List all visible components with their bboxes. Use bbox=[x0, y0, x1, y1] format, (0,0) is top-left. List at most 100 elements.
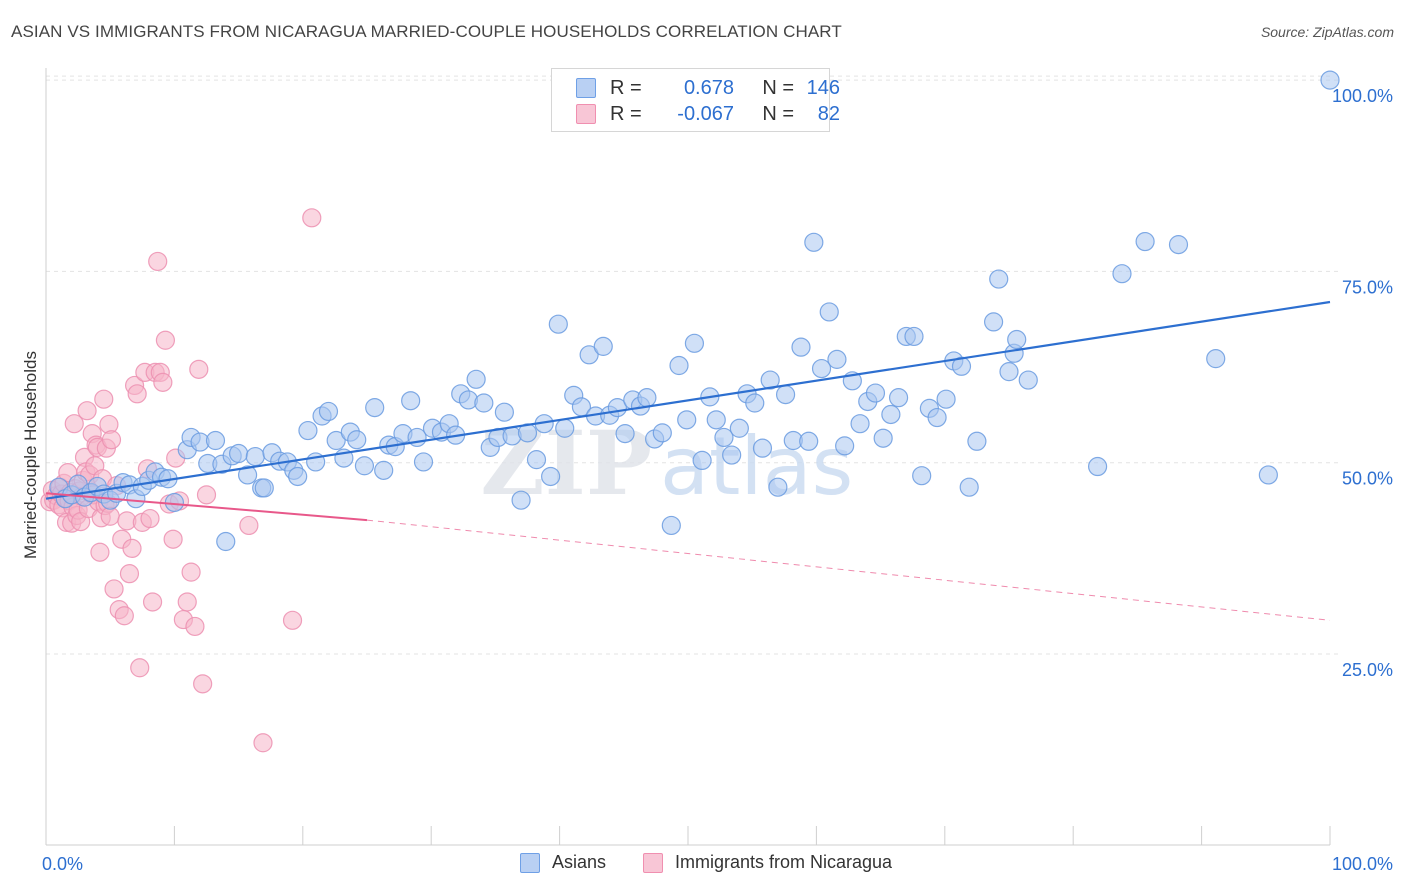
asians-point bbox=[401, 391, 421, 411]
y-axis-label: Married-couple Households bbox=[21, 351, 40, 559]
asians-point bbox=[1087, 456, 1108, 477]
asians-point bbox=[502, 426, 522, 446]
nicaragua-point bbox=[104, 579, 124, 599]
legend-r-label: R = bbox=[610, 102, 642, 125]
asians-point bbox=[835, 436, 855, 456]
nicaragua-point bbox=[177, 592, 197, 612]
asians-point bbox=[1018, 370, 1038, 390]
asians-point bbox=[722, 445, 742, 465]
asians-point bbox=[1320, 70, 1340, 90]
asians-point bbox=[714, 427, 734, 448]
asians-point bbox=[768, 477, 788, 497]
asians-point bbox=[677, 410, 697, 430]
nicaragua-point bbox=[148, 251, 168, 272]
asians-point bbox=[999, 362, 1019, 382]
asians-point bbox=[1135, 231, 1155, 252]
nicaragua-point bbox=[196, 485, 217, 505]
nicaragua-point bbox=[282, 610, 303, 630]
nicaragua-point bbox=[122, 538, 142, 559]
chart-title: ASIAN VS IMMIGRANTS FROM NICARAGUA MARRI… bbox=[11, 22, 842, 41]
trend-line-asians bbox=[45, 300, 1331, 500]
asians-point bbox=[791, 337, 811, 357]
legend-r-value: -0.067 bbox=[677, 102, 734, 125]
asians-point bbox=[288, 466, 308, 487]
asians-point bbox=[458, 390, 479, 410]
asians-point bbox=[652, 423, 672, 443]
nicaragua-point bbox=[114, 606, 134, 626]
legend-row-nicaragua: R = -0.067 N = 82 bbox=[576, 102, 840, 126]
nicaragua-point bbox=[77, 401, 97, 421]
asians-point bbox=[819, 302, 839, 322]
nicaragua-point bbox=[253, 733, 273, 753]
asians-point bbox=[752, 438, 773, 458]
legend-n-label: N = bbox=[762, 102, 794, 125]
asians-point bbox=[555, 418, 575, 438]
watermark-atlas: atlas bbox=[660, 420, 853, 513]
asians-point bbox=[865, 383, 886, 403]
asians-point bbox=[799, 431, 819, 451]
asians-point bbox=[936, 389, 956, 409]
asians-point bbox=[298, 420, 318, 441]
asians-point bbox=[706, 410, 726, 430]
nicaragua-point bbox=[90, 542, 110, 562]
nicaragua-point bbox=[130, 658, 150, 678]
nicaragua-point bbox=[94, 389, 114, 409]
x-tick-label: 0.0% bbox=[42, 854, 83, 874]
nicaragua-point bbox=[155, 330, 176, 350]
nicaragua-point bbox=[189, 359, 209, 379]
asians-point bbox=[684, 333, 705, 353]
asians-point bbox=[827, 349, 847, 369]
asians-point bbox=[989, 269, 1009, 289]
bottom-legend-asians: Asians bbox=[520, 852, 606, 873]
asians-point bbox=[983, 312, 1004, 332]
bottom-legend-asians-label: Asians bbox=[552, 852, 607, 872]
asians-point bbox=[1258, 465, 1278, 485]
legend-r-value: 0.678 bbox=[683, 76, 734, 99]
legend-n-value: 146 bbox=[806, 76, 840, 99]
asians-point bbox=[729, 418, 749, 438]
asians-point bbox=[615, 424, 635, 444]
asians-point bbox=[1168, 235, 1189, 255]
asians-point bbox=[593, 336, 613, 356]
asians-point bbox=[374, 460, 394, 480]
asians-point bbox=[669, 355, 689, 376]
nicaragua-point bbox=[185, 616, 205, 637]
asians-point bbox=[413, 452, 434, 472]
asians-point bbox=[804, 232, 824, 252]
asians-point bbox=[637, 388, 657, 408]
asians-point bbox=[811, 358, 832, 379]
asians-point bbox=[466, 369, 486, 389]
grid-lines bbox=[46, 75, 1338, 655]
nicaragua-point bbox=[119, 564, 140, 584]
nicaragua-point bbox=[140, 508, 160, 529]
asians-point bbox=[850, 414, 870, 434]
nicaragua-point bbox=[193, 674, 213, 694]
stats-legend: R = 0.678 N = 146 R = -0.067 N = 82 bbox=[551, 68, 840, 132]
asians-point bbox=[474, 393, 494, 413]
asians-point bbox=[541, 466, 561, 487]
y-tick-label: 100.0% bbox=[1332, 86, 1393, 106]
watermark: ZIP atlas bbox=[480, 411, 853, 515]
asians-point bbox=[692, 450, 712, 471]
asians-point bbox=[760, 370, 780, 390]
nicaragua-point bbox=[239, 515, 259, 536]
legend-n-label: N = bbox=[762, 76, 794, 99]
asians-point bbox=[229, 443, 249, 464]
bottom-legend-nicaragua: Immigrants from Nicaragua bbox=[643, 852, 892, 873]
asians-point bbox=[347, 430, 367, 450]
asians-point bbox=[1007, 329, 1027, 350]
asians-point bbox=[326, 430, 346, 451]
nicaragua-point bbox=[64, 414, 84, 434]
nicaragua-point bbox=[127, 384, 147, 404]
legend-row-asians: R = 0.678 N = 146 bbox=[576, 76, 840, 100]
trend-lines bbox=[45, 300, 1331, 621]
bottom-swatch-nicaragua bbox=[643, 852, 663, 873]
trend-line-nicaragua bbox=[45, 492, 368, 522]
asians-point bbox=[775, 384, 796, 405]
asians-point bbox=[205, 430, 226, 451]
asians-point bbox=[237, 465, 258, 485]
x-tick-label: 100.0% bbox=[1332, 854, 1393, 874]
y-tick-label: 25.0% bbox=[1342, 660, 1393, 680]
asians-point bbox=[354, 456, 375, 476]
